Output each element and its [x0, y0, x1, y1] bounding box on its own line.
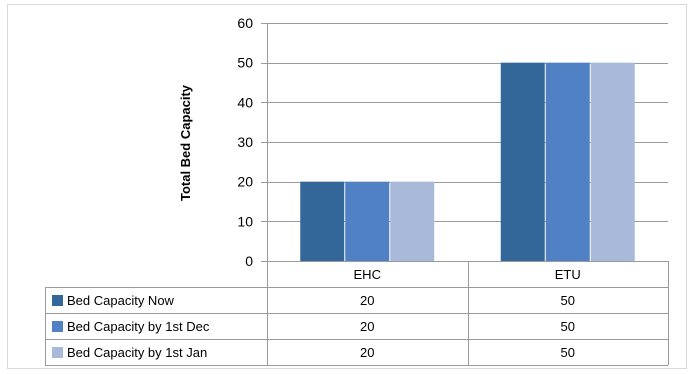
x-category-label: ETU: [555, 267, 581, 282]
legend-swatch: [52, 295, 63, 306]
y-tick-label: 10: [237, 213, 253, 229]
data-label: 50: [561, 319, 575, 334]
bar: [300, 181, 345, 261]
bar: [390, 181, 435, 261]
legend-series-name: Bed Capacity by 1st Dec: [67, 319, 210, 334]
data-label: 20: [360, 345, 374, 360]
y-tick-label: 20: [237, 174, 253, 190]
data-label: 50: [561, 293, 575, 308]
y-tick-label: 40: [237, 94, 253, 110]
legend-swatch: [52, 321, 63, 332]
x-category-label: EHC: [354, 267, 381, 282]
bar: [545, 62, 590, 261]
bar: [345, 181, 390, 261]
legend-swatch: [52, 347, 63, 358]
data-label: 20: [360, 293, 374, 308]
y-axis-ticks: 0 10 20 30 40 50 60: [237, 15, 253, 269]
y-tick-label: 30: [237, 134, 253, 150]
data-label: 50: [561, 345, 575, 360]
bar: [590, 62, 635, 261]
legend-series-name: Bed Capacity by 1st Jan: [67, 345, 207, 360]
data-table: EHC ETU Bed Capacity Now 20 50 Bed Capacity b…: [45, 261, 669, 366]
y-tick-label: 60: [237, 15, 253, 31]
y-axis-label: Total Bed Capacity: [178, 84, 193, 201]
bars: [300, 62, 635, 261]
legend-series-name: Bed Capacity Now: [67, 293, 175, 308]
bar: [500, 62, 545, 261]
data-label: 20: [360, 319, 374, 334]
y-tick-label: 50: [237, 55, 253, 71]
y-tick-label: 0: [245, 253, 253, 269]
